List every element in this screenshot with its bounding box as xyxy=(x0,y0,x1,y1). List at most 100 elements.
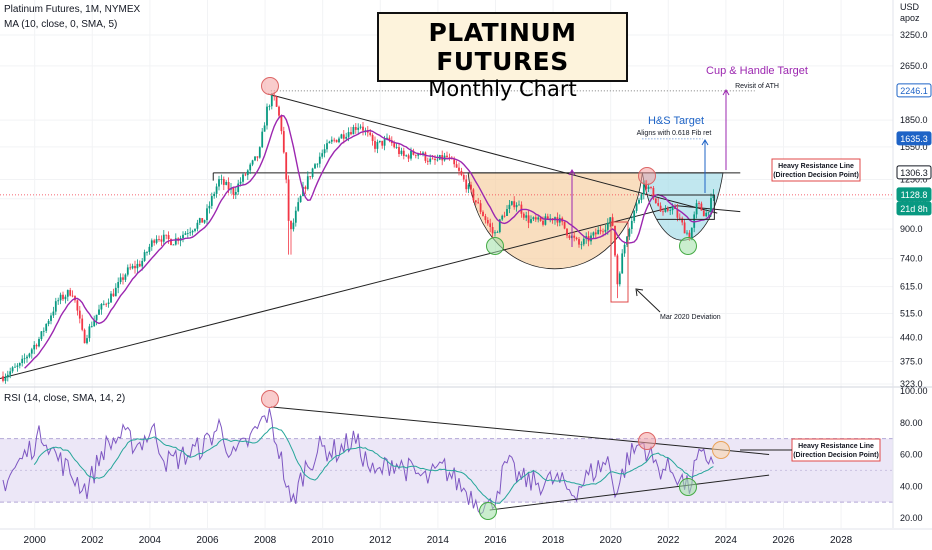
candle-body xyxy=(659,205,662,212)
candle-body xyxy=(652,187,655,199)
candle-body xyxy=(172,244,175,246)
rsi-ma-line xyxy=(33,427,714,504)
candle-body xyxy=(707,212,710,214)
candle xyxy=(246,169,249,180)
rsi-handle-low-circle xyxy=(679,478,697,496)
candle-body xyxy=(338,138,340,143)
candle xyxy=(21,355,24,367)
candle xyxy=(705,209,708,218)
candle-body xyxy=(237,183,240,192)
candle xyxy=(45,323,48,334)
candle-body xyxy=(35,344,38,347)
candle xyxy=(9,367,12,379)
candle-body xyxy=(405,155,408,157)
candle-body xyxy=(220,179,223,180)
candle-body xyxy=(486,220,489,224)
candle-body xyxy=(213,193,216,197)
candle xyxy=(628,227,631,241)
candle-body xyxy=(592,232,595,236)
handle-low-circle xyxy=(679,237,697,255)
candle-body xyxy=(467,184,470,190)
candle-body xyxy=(71,295,74,297)
candle-body xyxy=(388,137,391,141)
candle-body xyxy=(14,366,16,368)
candle xyxy=(220,174,223,185)
candle xyxy=(4,373,7,384)
candle-body xyxy=(59,294,62,301)
candle-body xyxy=(28,353,31,357)
candle xyxy=(213,191,216,199)
candle xyxy=(297,197,300,212)
candle xyxy=(323,144,326,158)
hs-target-label: H&S Target xyxy=(648,115,704,127)
candle xyxy=(376,139,379,154)
candle-body xyxy=(669,210,672,211)
candle-body xyxy=(705,212,708,217)
candle-body xyxy=(693,214,696,228)
candle-body xyxy=(460,170,463,176)
price-tick-label: 323.0 xyxy=(900,379,923,389)
time-tick-label: 2022 xyxy=(657,535,680,546)
candle-body xyxy=(11,367,14,372)
candle-body xyxy=(573,235,576,238)
candle xyxy=(448,153,451,161)
candle-body xyxy=(530,219,532,223)
candle-body xyxy=(26,356,28,359)
rsi-descending-trendline xyxy=(270,406,770,455)
candle xyxy=(165,234,168,240)
candle-body xyxy=(431,158,434,160)
candle-body xyxy=(597,229,600,235)
candle-body xyxy=(544,216,547,225)
wedge-apex-line xyxy=(676,205,741,213)
candle-body xyxy=(474,200,477,203)
right-shoulder-circle xyxy=(638,167,656,185)
candle-body xyxy=(621,253,624,274)
candle-body xyxy=(38,339,40,347)
resistance-main-label: Heavy Resistance Line xyxy=(778,163,854,170)
candle xyxy=(537,215,540,223)
candle-body xyxy=(678,217,681,219)
candle-body xyxy=(383,139,386,146)
descending-trendline xyxy=(267,93,718,214)
candle-body xyxy=(616,255,619,285)
candle xyxy=(501,214,504,221)
candle xyxy=(143,249,146,262)
candle xyxy=(566,228,568,239)
candle xyxy=(695,199,698,219)
candle-body xyxy=(194,228,196,231)
candle-body xyxy=(47,320,50,324)
candle-body xyxy=(630,220,633,230)
candle-body xyxy=(52,311,55,316)
candle xyxy=(357,123,360,135)
candle xyxy=(206,204,208,225)
candle-body xyxy=(362,126,364,131)
candle-body xyxy=(618,273,621,285)
candle xyxy=(203,219,206,224)
ath-pivot-circle xyxy=(261,77,279,95)
candle-body xyxy=(666,208,669,211)
candle xyxy=(155,235,158,245)
candle-body xyxy=(662,211,664,213)
candle xyxy=(402,147,405,160)
candle xyxy=(681,216,684,226)
candle-body xyxy=(352,126,355,135)
candle-body xyxy=(76,300,79,311)
rsi-tick-label: 60.00 xyxy=(900,450,923,460)
candle-body xyxy=(275,96,278,107)
candle xyxy=(299,195,302,203)
ma-line xyxy=(24,114,715,369)
candle-body xyxy=(146,251,148,253)
candle xyxy=(285,152,288,184)
candle-body xyxy=(261,131,264,148)
candle-body xyxy=(503,215,506,217)
candle-body xyxy=(122,277,124,280)
candle-body xyxy=(462,175,465,180)
candle xyxy=(381,140,384,149)
candle-body xyxy=(95,314,98,321)
unit-label: apoz xyxy=(900,13,920,23)
candle xyxy=(50,312,52,325)
candle-body xyxy=(434,158,436,161)
candle-body xyxy=(453,159,456,165)
candle-body xyxy=(354,126,357,130)
rsi-tick-label: 20.00 xyxy=(900,513,923,523)
